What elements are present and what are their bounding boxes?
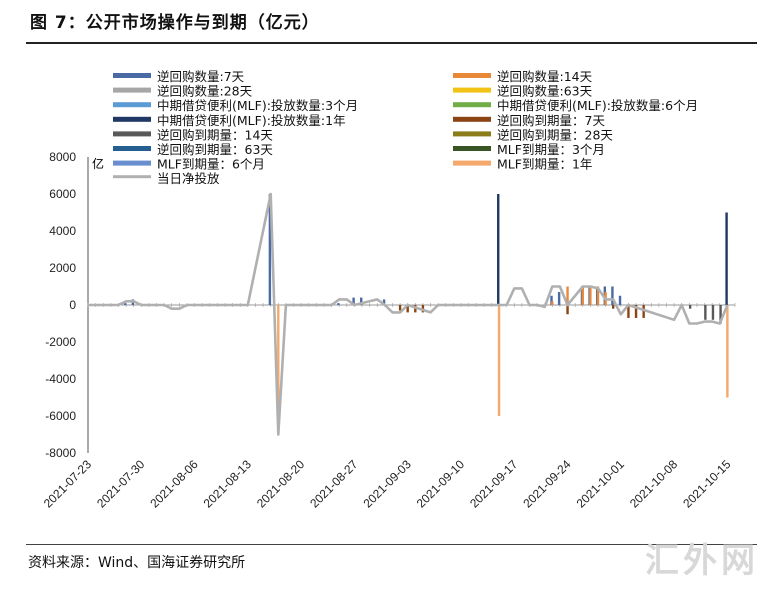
figure-title: 图 7：公开市场操作与到期（亿元） bbox=[30, 13, 320, 33]
legend-swatch bbox=[113, 131, 151, 137]
bar bbox=[726, 305, 729, 398]
x-tick-label: 2021-08-06 bbox=[147, 457, 201, 511]
bar bbox=[124, 303, 127, 305]
legend-label: MLF到期量：1年 bbox=[497, 157, 592, 172]
legend-swatch bbox=[453, 146, 491, 151]
legend-label: 逆回购到期量：63天 bbox=[157, 142, 273, 157]
legend-swatch bbox=[453, 160, 491, 166]
legend-swatch bbox=[453, 116, 491, 122]
source-note: 资料来源：Wind、国海证券研究所 bbox=[28, 555, 246, 571]
bar bbox=[406, 305, 409, 313]
bar bbox=[581, 286, 584, 305]
bar bbox=[627, 305, 630, 318]
bar bbox=[725, 212, 728, 305]
legend-swatch bbox=[453, 73, 491, 78]
bar bbox=[550, 295, 553, 305]
x-tick-label: 2021-08-20 bbox=[254, 457, 308, 511]
legend-swatch bbox=[113, 73, 151, 78]
bar bbox=[557, 292, 561, 305]
net-injection-line bbox=[88, 192, 729, 436]
bar bbox=[634, 305, 638, 318]
y-tick-label: -6000 bbox=[45, 409, 76, 423]
bars-layer bbox=[124, 194, 729, 435]
bar bbox=[612, 305, 615, 309]
bar bbox=[611, 286, 614, 305]
y-axis: 8000 6000 4000 2000 0 -2000 -4000 -6000 -8000 bbox=[45, 150, 89, 460]
legend-label: 逆回购数量:14天 bbox=[497, 69, 593, 84]
y-tick-label: 0 bbox=[69, 298, 76, 312]
x-tick-label: 2021-09-03 bbox=[361, 457, 415, 511]
legend-label: 逆回购数量:28天 bbox=[157, 84, 253, 99]
title-rule bbox=[26, 42, 757, 44]
net-line-layer bbox=[88, 192, 729, 436]
legend-label: MLF到期量：6个月 bbox=[157, 157, 265, 172]
legend-swatch bbox=[453, 131, 491, 137]
source-rule bbox=[26, 544, 757, 545]
bar bbox=[704, 305, 707, 320]
legend-swatch bbox=[113, 102, 151, 108]
y-tick-label: -8000 bbox=[45, 446, 76, 460]
x-tick-label: 2021-08-13 bbox=[201, 457, 255, 511]
y-tick-label: -4000 bbox=[45, 372, 76, 386]
legend-swatch bbox=[113, 175, 151, 179]
x-tick-label: 2021-09-24 bbox=[520, 457, 574, 511]
x-tick-label: 2021-10-08 bbox=[627, 457, 681, 511]
legend-swatch bbox=[453, 87, 491, 93]
legend-label: 当日净投放 bbox=[157, 171, 220, 186]
legend-label: 逆回购到期量：14天 bbox=[157, 127, 273, 142]
bar bbox=[711, 305, 715, 320]
legend-label: 逆回购数量:7天 bbox=[157, 69, 245, 84]
bar bbox=[497, 194, 500, 305]
legend-swatch bbox=[113, 87, 151, 93]
bar bbox=[497, 305, 501, 416]
x-tick-label: 2021-07-30 bbox=[94, 457, 148, 511]
y-tick-label: 6000 bbox=[49, 187, 76, 201]
x-axis: 2021-07-23 2021-07-30 2021-08-06 2021-08-13… bbox=[41, 303, 736, 511]
bar bbox=[398, 305, 402, 311]
x-tick-label: 2021-07-23 bbox=[41, 457, 95, 511]
legend-swatch bbox=[453, 102, 491, 108]
legend-swatch bbox=[113, 146, 151, 151]
bar bbox=[642, 305, 645, 318]
bar bbox=[566, 305, 569, 315]
bar bbox=[596, 286, 600, 305]
legend-label: 中期借贷便利(MLF):投放数量:3个月 bbox=[157, 98, 358, 113]
x-tick-label: 2021-09-10 bbox=[414, 457, 468, 511]
y-tick-label: 8000 bbox=[49, 150, 76, 164]
x-tick-label: 2021-10-15 bbox=[680, 457, 734, 511]
bar bbox=[618, 295, 622, 305]
legend-label: 逆回购到期量：28天 bbox=[497, 127, 613, 142]
y-tick-label: 2000 bbox=[49, 261, 76, 275]
x-tick-label: 2021-09-17 bbox=[467, 457, 521, 511]
legend-swatch bbox=[113, 160, 151, 166]
bar bbox=[360, 297, 363, 305]
x-tick-label: 2021-10-01 bbox=[574, 457, 628, 511]
bar bbox=[719, 305, 722, 324]
x-tick-label: 2021-08-27 bbox=[307, 457, 361, 511]
y-axis-label: 亿 bbox=[92, 156, 104, 171]
bar bbox=[382, 299, 386, 305]
bar bbox=[352, 297, 355, 305]
legend-label: 中期借贷便利(MLF):投放数量:6个月 bbox=[497, 98, 698, 113]
watermark: 汇外网 bbox=[645, 541, 759, 581]
bar bbox=[277, 305, 280, 435]
bar bbox=[551, 301, 554, 305]
bar bbox=[688, 305, 692, 309]
bar bbox=[337, 303, 340, 305]
y-tick-label: 4000 bbox=[49, 224, 76, 238]
legend-label: 逆回购数量:63天 bbox=[497, 84, 593, 99]
legend-label: MLF到期量：3个月 bbox=[497, 142, 605, 157]
bar bbox=[566, 286, 569, 305]
legend-swatch bbox=[113, 116, 151, 122]
y-tick-label: -2000 bbox=[45, 335, 76, 349]
bar bbox=[589, 286, 592, 305]
legend-label: 中期借贷便利(MLF):投放数量:1年 bbox=[157, 113, 346, 128]
bar bbox=[268, 194, 272, 305]
legend-label: 逆回购到期量：7天 bbox=[497, 113, 605, 128]
